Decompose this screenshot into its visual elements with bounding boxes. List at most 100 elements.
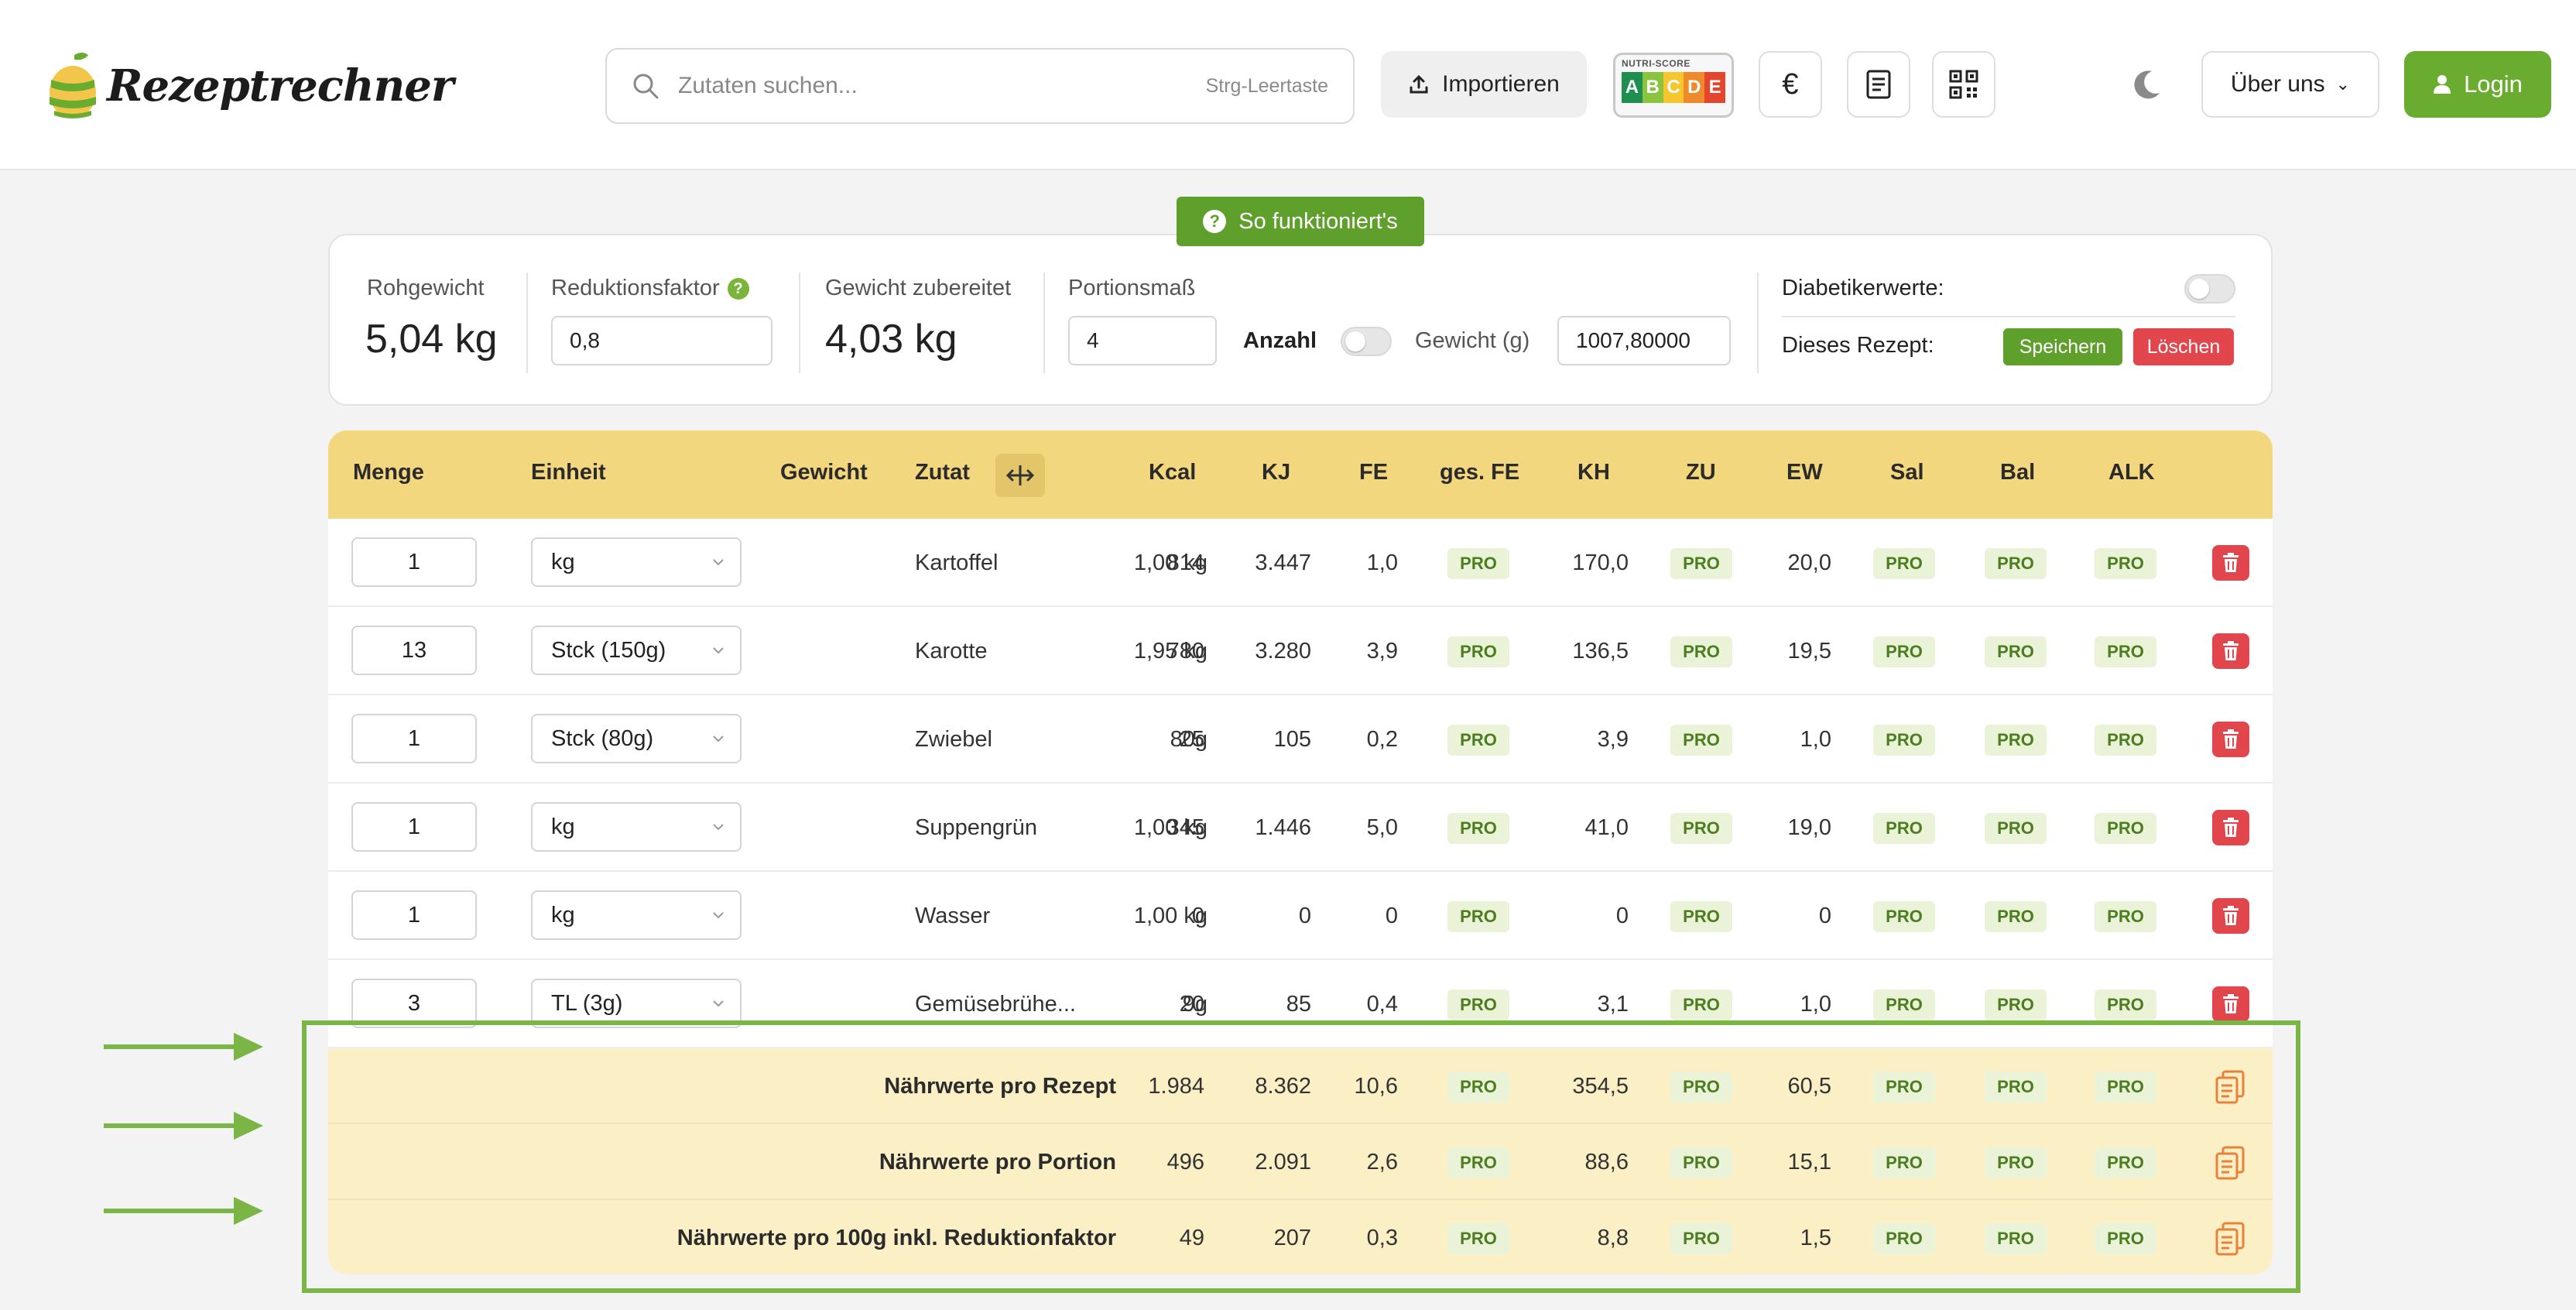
prepared-weight-value: 4,03 kg: [825, 317, 957, 362]
col-bal: Bal: [2000, 460, 2036, 485]
diabetic-values-toggle[interactable]: [2184, 274, 2235, 303]
unit-select[interactable]: TL (3g): [531, 979, 742, 1028]
nutri-score-button[interactable]: NUTRI-SCORE A B C D E: [1613, 53, 1734, 118]
logo[interactable]: Rezeptrechner: [46, 43, 454, 129]
search-placeholder: Zutaten suchen...: [678, 73, 858, 98]
nutrition-summary-row: Nährwerte pro Rezept 1.984 8.362 10,6 354,5 6…: [328, 1048, 2273, 1124]
value-ew: 20,0: [1787, 550, 1831, 575]
how-it-works-button[interactable]: ? So funktioniert's: [1177, 197, 1424, 246]
pro-badge-zu: PRO: [1670, 548, 1732, 579]
about-label: Über uns: [2230, 71, 2325, 97]
pro-badge-gesfe: PRO: [1447, 813, 1509, 844]
qr-code-button[interactable]: [1932, 51, 1995, 118]
value-fe: 0,2: [1366, 726, 1398, 752]
trash-icon: [2223, 641, 2239, 660]
col-menge: Menge: [353, 460, 424, 485]
pro-badge-bal: PRO: [1985, 636, 2047, 667]
value-kh: 0: [1615, 903, 1629, 928]
value-fe: 0,4: [1366, 991, 1398, 1017]
divider: [799, 273, 800, 373]
pro-badge-bal: PRO: [1985, 1147, 2047, 1178]
help-icon[interactable]: ?: [727, 278, 749, 300]
value-fe: 5,0: [1366, 814, 1398, 840]
import-button[interactable]: Importieren: [1381, 51, 1587, 118]
pro-badge-gesfe: PRO: [1447, 901, 1509, 932]
value-kh: 170,0: [1572, 550, 1629, 575]
pro-badge-gesfe: PRO: [1447, 1147, 1509, 1178]
value-kh: 8,8: [1597, 1225, 1629, 1250]
unit-select[interactable]: kg: [531, 537, 742, 587]
login-button[interactable]: Login: [2404, 51, 2551, 118]
value-ew: 15,1: [1787, 1149, 1831, 1175]
col-kh: KH: [1577, 460, 1610, 485]
unit-value: Stck (150g): [551, 637, 666, 663]
arrow-right-icon: [104, 1197, 263, 1225]
delete-ingredient-button[interactable]: [2212, 986, 2249, 1022]
reduction-factor-input[interactable]: 0,8: [551, 316, 772, 365]
table-row: 1 Stck (80g) 80g Zwiebel 25 105 0,2 3,9 1,0 PRO PR…: [328, 695, 2273, 784]
chevron-down-icon: [713, 824, 724, 831]
currency-button[interactable]: €: [1759, 51, 1822, 118]
divider: [1043, 273, 1045, 373]
value-fe: 1,0: [1366, 550, 1398, 575]
import-label: Importieren: [1442, 71, 1560, 97]
quantity-input: 1: [351, 714, 477, 763]
document-button[interactable]: [1847, 51, 1910, 118]
value-kcal: 49: [1179, 1225, 1204, 1250]
divider: [1757, 273, 1759, 373]
count-label: Anzahl: [1243, 328, 1317, 353]
table-header: Menge Einheit Gewicht Zutat Kcal KJ FE g…: [328, 430, 2273, 519]
this-recipe-label: Dieses Rezept:: [1782, 333, 1934, 358]
save-recipe-button[interactable]: Speichern: [2003, 328, 2122, 365]
pro-badge-zu: PRO: [1670, 1223, 1732, 1254]
pro-badge-sal: PRO: [1873, 1072, 1935, 1103]
clipboard-copy-icon[interactable]: [2214, 1220, 2248, 1256]
moon-icon[interactable]: [2129, 67, 2164, 102]
unit-select[interactable]: kg: [531, 802, 742, 852]
value-kcal: 814: [1166, 550, 1204, 575]
col-gewicht: Gewicht: [780, 460, 868, 485]
pro-badge-alk: PRO: [2095, 813, 2156, 844]
pro-badge-sal: PRO: [1873, 1223, 1935, 1254]
value-fe: 10,6: [1354, 1073, 1398, 1099]
value-kcal: 345: [1166, 814, 1204, 840]
delete-ingredient-button[interactable]: [2212, 545, 2249, 581]
clipboard-copy-icon[interactable]: [2214, 1144, 2248, 1180]
ingredient-name: Suppengrün: [915, 814, 1038, 840]
pro-badge-sal: PRO: [1873, 813, 1935, 844]
delete-ingredient-button[interactable]: [2212, 633, 2249, 669]
about-dropdown[interactable]: Über uns ⌄: [2201, 51, 2379, 118]
arrows-horizontal-icon: [1005, 465, 1035, 485]
clipboard-copy-icon[interactable]: [2214, 1068, 2248, 1104]
portion-weight-input[interactable]: 1007,80000: [1557, 316, 1731, 365]
how-it-works-label: So funktioniert's: [1238, 208, 1398, 234]
logo-text: Rezeptrechner: [107, 60, 454, 111]
delete-ingredient-button[interactable]: [2212, 722, 2249, 757]
col-ew: EW: [1786, 460, 1823, 485]
value-kcal: 25: [1179, 726, 1204, 752]
raw-weight-label: Rohgewicht: [367, 276, 485, 300]
portion-mode-toggle[interactable]: [1341, 327, 1392, 356]
unit-select[interactable]: Stck (80g): [531, 714, 742, 763]
nutri-score-scale: A B C D E: [1622, 72, 1725, 103]
delete-ingredient-button[interactable]: [2212, 810, 2249, 845]
pro-badge-alk: PRO: [2095, 636, 2156, 667]
search-input[interactable]: Zutaten suchen... Strg-Leertaste: [605, 48, 1355, 124]
unit-select[interactable]: Stck (150g): [531, 626, 742, 675]
value-kcal: 496: [1166, 1149, 1204, 1175]
value-ew: 19,5: [1787, 638, 1831, 664]
unit-select[interactable]: kg: [531, 890, 742, 940]
delete-recipe-button[interactable]: Löschen: [2133, 328, 2234, 365]
weight-value: 1,00 kg: [1133, 550, 1208, 575]
quantity-input: 1: [351, 537, 477, 587]
delete-ingredient-button[interactable]: [2212, 898, 2249, 934]
col-ges-fe: ges. FE: [1440, 460, 1520, 485]
portion-input[interactable]: 4: [1068, 316, 1217, 365]
ingredients-table: Menge Einheit Gewicht Zutat Kcal KJ FE g…: [328, 430, 2273, 1274]
chevron-down-icon: [713, 736, 724, 742]
user-icon: [2434, 75, 2451, 94]
ingredient-name: Gemüsebrühe...: [915, 991, 1076, 1017]
table-row: 13 Stck (150g) 1,95 kg Karotte 780 3.280 3,9 13…: [328, 607, 2273, 695]
quantity-input: 3: [351, 979, 477, 1028]
resize-column-button[interactable]: [995, 454, 1045, 497]
